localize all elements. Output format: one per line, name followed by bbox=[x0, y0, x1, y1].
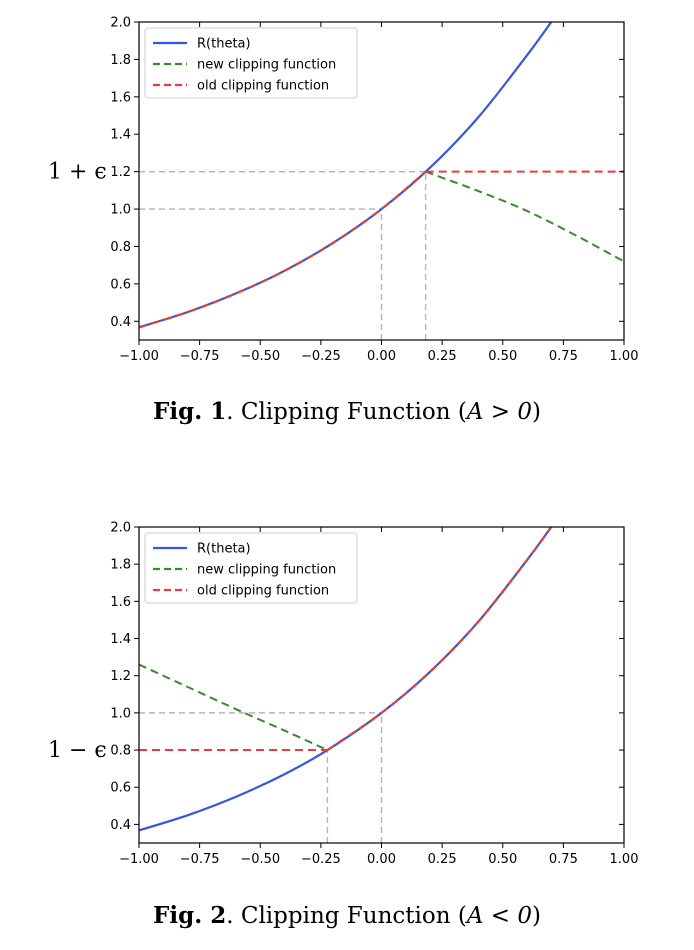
y-tick-label: 1.6 bbox=[110, 595, 131, 610]
y-tick-label: 1.0 bbox=[110, 203, 131, 218]
x-tick-label: 0.25 bbox=[428, 852, 457, 867]
series-line-3 bbox=[139, 170, 624, 329]
x-tick-label: −0.75 bbox=[180, 852, 220, 867]
series-line-3 bbox=[139, 527, 553, 752]
y-tick-label: 1.8 bbox=[110, 558, 131, 573]
y-tick-label: 2.0 bbox=[110, 16, 131, 31]
figure-1-caption-text: . Clipping Function ( bbox=[226, 399, 467, 425]
y-tick-label: 1.0 bbox=[110, 706, 131, 721]
y-tick-label: 1.4 bbox=[110, 632, 131, 647]
y-tick-label: 0.8 bbox=[110, 240, 131, 255]
y-tick-label: 1.2 bbox=[110, 669, 131, 684]
x-tick-label: 0.00 bbox=[367, 852, 396, 867]
x-tick-label: −0.25 bbox=[301, 852, 341, 867]
x-tick-label: 0.75 bbox=[549, 852, 578, 867]
epsilon-label: 1 − ϵ bbox=[48, 738, 107, 763]
y-tick-label: 0.8 bbox=[110, 744, 131, 759]
figure-2-caption-math: A < 0 bbox=[466, 903, 532, 929]
x-tick-label: 0.50 bbox=[488, 852, 517, 867]
x-tick-label: −0.75 bbox=[180, 349, 220, 364]
y-tick-label: 0.4 bbox=[110, 818, 131, 833]
legend-label: new clipping function bbox=[197, 58, 336, 73]
legend-label: new clipping function bbox=[197, 563, 336, 578]
legend-label: old clipping function bbox=[197, 79, 329, 94]
y-tick-label: 1.2 bbox=[110, 165, 131, 180]
x-tick-label: 0.00 bbox=[367, 349, 396, 364]
legend-label: old clipping function bbox=[197, 584, 329, 599]
figure-2-caption-close: ) bbox=[531, 903, 541, 929]
x-tick-label: 1.00 bbox=[610, 349, 639, 364]
x-tick-label: 1.00 bbox=[610, 852, 639, 867]
legend-box bbox=[144, 532, 358, 604]
figure-1-caption-close: ) bbox=[531, 399, 541, 425]
x-tick-label: 0.25 bbox=[428, 349, 457, 364]
y-tick-label: 1.6 bbox=[110, 90, 131, 105]
x-tick-label: −0.25 bbox=[301, 349, 341, 364]
epsilon-label: 1 + ϵ bbox=[48, 160, 107, 185]
y-tick-label: 2.0 bbox=[110, 521, 131, 536]
legend-label: R(theta) bbox=[197, 542, 251, 557]
x-tick-label: −1.00 bbox=[119, 349, 159, 364]
y-tick-label: 1.8 bbox=[110, 53, 131, 68]
x-tick-label: −0.50 bbox=[240, 852, 280, 867]
figure-1-caption-label: Fig. 1 bbox=[153, 398, 227, 425]
figure-2-caption-label: Fig. 2 bbox=[153, 902, 227, 929]
chart-1: −1.00 −0.75 −0.50 −0.25 0.00 0.25 0.50 0.75 1.00… bbox=[48, 16, 638, 365]
figure-2-caption: Fig. 2. Clipping Function (A < 0) bbox=[0, 902, 694, 929]
y-tick-label: 0.6 bbox=[110, 781, 131, 796]
y-tick-label: 0.4 bbox=[110, 315, 131, 330]
x-tick-label: 0.75 bbox=[549, 349, 578, 364]
y-tick-label: 1.4 bbox=[110, 128, 131, 143]
chart-2: −1.00 −0.75 −0.50 −0.25 0.00 0.25 0.50 0.75 1.00… bbox=[48, 521, 638, 868]
y-tick-label: 0.6 bbox=[110, 277, 131, 292]
figure-1-caption-math: A > 0 bbox=[466, 399, 532, 425]
x-tick-label: −0.50 bbox=[240, 349, 280, 364]
legend-box bbox=[144, 27, 358, 99]
x-tick-label: −1.00 bbox=[119, 852, 159, 867]
figure-1-caption: Fig. 1. Clipping Function (A > 0) bbox=[0, 398, 694, 425]
legend-label: R(theta) bbox=[197, 37, 251, 52]
figure-2-caption-text: . Clipping Function ( bbox=[226, 903, 467, 929]
x-tick-label: 0.50 bbox=[488, 349, 517, 364]
